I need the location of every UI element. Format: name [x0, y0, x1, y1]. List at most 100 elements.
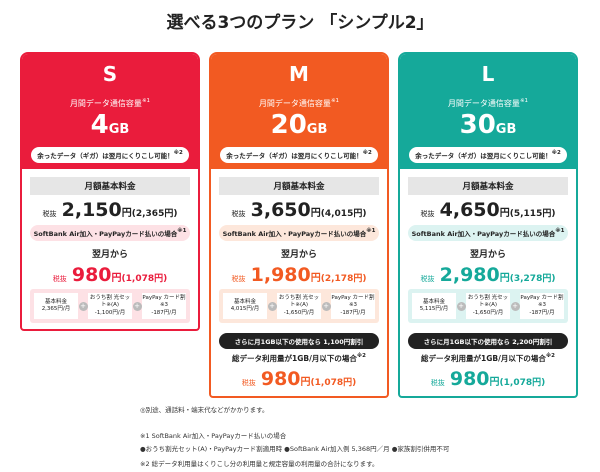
discount-row: 税抜 2,980円(3,278円): [408, 264, 568, 286]
extra-banner: さらに月1GB以下の使用なら 1,100円割引: [219, 333, 379, 349]
breakdown-cell: 基本料金4,015円/月: [223, 293, 267, 319]
next-month: 翌月から: [219, 247, 379, 260]
discount-price: 2,980: [440, 264, 500, 286]
breakdown-label: PayPay カード割※3: [520, 295, 564, 309]
breakdown-amount: -187円/月: [142, 310, 186, 317]
plan-card: S月間データ通信容量※14GB余ったデータ（ギガ）は翌月にくりこし可能！※2月額…: [20, 52, 200, 331]
price-incl: (2,365円): [132, 209, 178, 219]
capacity-label: 月間データ通信容量※1: [400, 98, 576, 109]
note: ※2: [552, 150, 561, 156]
capacity-label-text: 月間データ通信容量: [70, 99, 142, 108]
capacity-label: 月間データ通信容量※1: [211, 98, 387, 109]
note: ※2: [363, 150, 372, 156]
plan-body: 月額基本料金税抜 4,650円(5,115円) SoftBank Air加入・Pa…: [400, 169, 576, 396]
yen: 円: [311, 208, 321, 219]
capacity-unit: GB: [109, 122, 130, 137]
breakdown-amount: -1,650円/月: [466, 310, 510, 317]
note: ※2: [357, 353, 366, 359]
tax-label: 税抜: [421, 210, 435, 218]
note: ※1: [331, 98, 339, 104]
breakdown-amount: -187円/月: [331, 310, 375, 317]
footnote: ◎別途、通話料・端末代などがかかります。: [140, 404, 269, 414]
breakdown-cell: PayPay カード割※3-187円/月: [142, 293, 186, 319]
discount-incl: (2,178円): [321, 274, 367, 284]
extra-price-row: 税抜 980円(1,078円): [219, 368, 379, 390]
yen: 円: [500, 208, 510, 219]
breakdown-amount: -187円/月: [520, 310, 564, 317]
note: ※1: [555, 228, 564, 234]
plan-header: M月間データ通信容量※120GB余ったデータ（ギガ）は翌月にくりこし可能！※2: [211, 54, 387, 169]
discount-incl: (1,078円): [122, 274, 168, 284]
condition-text: SoftBank Air加入・PayPayカード払いの場合: [223, 230, 367, 238]
breakdown: 基本料金2,365円/月+おうち割 光セット※(A)-1,100円/月+PayP…: [30, 289, 190, 323]
rollover-text: 余ったデータ（ギガ）は翌月にくりこし可能！: [415, 152, 551, 160]
note: ※1: [366, 228, 375, 234]
capacity-value: 30: [460, 110, 496, 140]
capacity: 4GB: [22, 109, 198, 141]
discount-price: 1,980: [251, 264, 311, 286]
base-label: 月額基本料金: [30, 177, 190, 195]
capacity-value: 20: [271, 110, 307, 140]
capacity-unit: GB: [496, 122, 517, 137]
price: 2,150: [62, 199, 122, 221]
footnote: ●おうち割光セット(A)・PayPayカード割適用時 ●SoftBank Air…: [140, 443, 449, 453]
extra-banner: さらに月1GB以下の使用なら 2,200円割引: [408, 333, 568, 349]
breakdown-label: おうち割 光セット※(A): [88, 295, 132, 309]
next-month: 翌月から: [408, 247, 568, 260]
tax-label: 税抜: [421, 275, 435, 283]
plus-icon: +: [79, 302, 88, 311]
plus-icon: +: [322, 302, 331, 311]
footnote: ※1 SoftBank Air加入・PayPayカード払いの場合: [140, 430, 286, 440]
capacity: 30GB: [400, 109, 576, 141]
condition-text: SoftBank Air加入・PayPayカード払いの場合: [34, 230, 178, 238]
extra-incl: (1,078円): [500, 378, 546, 388]
page: 選べる3つのプラン 「シンプル2」 (() => { const data = …: [0, 0, 600, 472]
breakdown-label: 基本料金: [412, 299, 456, 306]
breakdown-amount: 2,365円/月: [34, 306, 78, 313]
price-row: 税抜 4,650円(5,115円): [408, 199, 568, 221]
breakdown-amount: -1,650円/月: [277, 310, 321, 317]
condition-text: SoftBank Air加入・PayPayカード払いの場合: [412, 230, 556, 238]
extra-condition-text: 総データ利用量が1GB/月以下の場合: [421, 354, 546, 363]
discount-price: 980: [72, 264, 112, 286]
rollover-pill: 余ったデータ（ギガ）は翌月にくりこし可能！※2: [31, 147, 189, 163]
yen: 円: [301, 377, 311, 388]
plus-icon: +: [457, 302, 466, 311]
price: 3,650: [251, 199, 311, 221]
plan-header: L月間データ通信容量※130GB余ったデータ（ギガ）は翌月にくりこし可能！※2: [400, 54, 576, 169]
breakdown: 基本料金4,015円/月+おうち割 光セット※(A)-1,650円/月+PayP…: [219, 289, 379, 323]
price-row: 税抜 2,150円(2,365円): [30, 199, 190, 221]
rollover-text: 余ったデータ（ギガ）は翌月にくりこし可能！: [37, 152, 173, 160]
price: 4,650: [440, 199, 500, 221]
condition-pill: SoftBank Air加入・PayPayカード払いの場合※1: [219, 225, 379, 241]
yen: 円: [490, 377, 500, 388]
base-label: 月額基本料金: [408, 177, 568, 195]
yen: 円: [311, 273, 321, 284]
capacity-label-text: 月間データ通信容量: [259, 99, 331, 108]
discount-incl: (3,278円): [510, 274, 556, 284]
extra-condition: 総データ利用量が1GB/月以下の場合※2: [408, 353, 568, 364]
note: ※1: [177, 228, 186, 234]
footnote: ※2 総データ利用量はくりこし分の利用量と規定容量の利用量の合計になります。: [140, 458, 379, 468]
note: ※1: [142, 98, 150, 104]
condition-pill: SoftBank Air加入・PayPayカード払いの場合※1: [30, 225, 190, 241]
breakdown-label: PayPay カード割※3: [331, 295, 375, 309]
plus-icon: +: [511, 302, 520, 311]
tax-label: 税抜: [232, 275, 246, 283]
note: ※2: [546, 353, 555, 359]
next-month: 翌月から: [30, 247, 190, 260]
breakdown-amount: 4,015円/月: [223, 306, 267, 313]
breakdown-amount: -1,100円/月: [88, 310, 132, 317]
capacity: 20GB: [211, 109, 387, 141]
capacity-label-text: 月間データ通信容量: [448, 99, 520, 108]
price-incl: (4,015円): [321, 209, 367, 219]
capacity-unit: GB: [307, 122, 328, 137]
yen: 円: [112, 273, 122, 284]
breakdown-cell: 基本料金2,365円/月: [34, 293, 78, 319]
extra-price: 980: [450, 368, 490, 390]
tax-label: 税抜: [43, 210, 57, 218]
plan-body: 月額基本料金税抜 3,650円(4,015円)SoftBank Air加入・Pa…: [211, 169, 387, 396]
discount-row: 税抜 1,980円(2,178円): [219, 264, 379, 286]
rollover-pill: 余ったデータ（ギガ）は翌月にくりこし可能！※2: [220, 147, 378, 163]
extra-price-row: 税抜 980円(1,078円): [408, 368, 568, 390]
